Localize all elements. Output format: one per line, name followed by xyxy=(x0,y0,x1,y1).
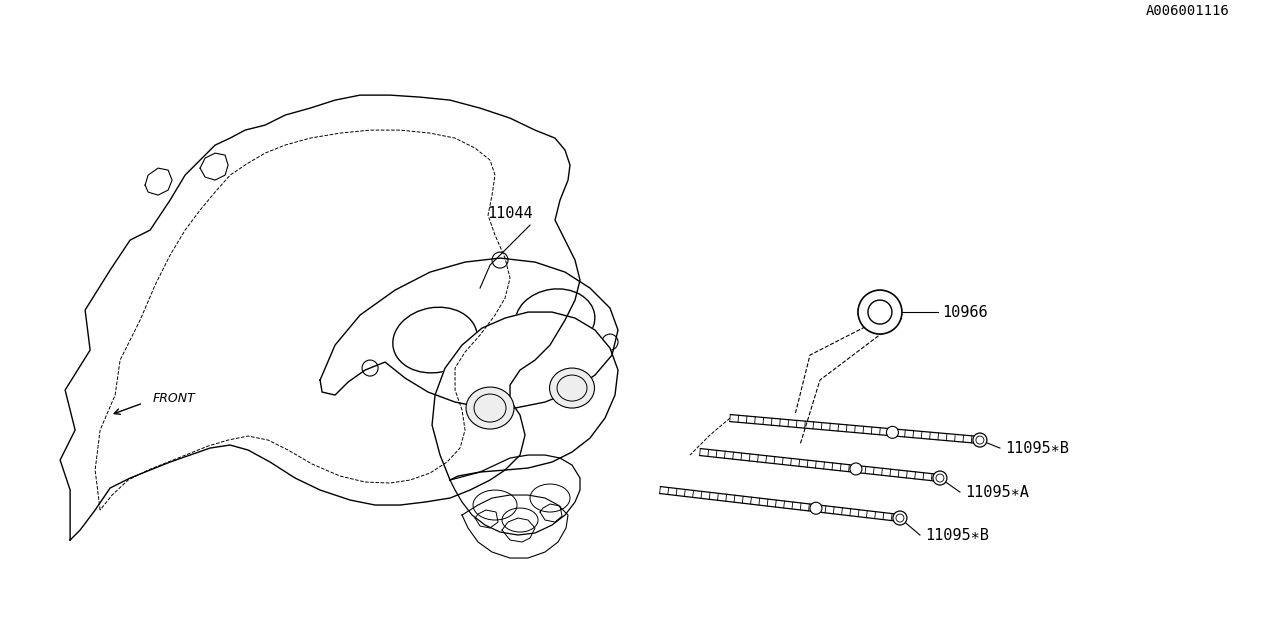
Circle shape xyxy=(973,433,987,447)
Circle shape xyxy=(893,511,908,525)
Circle shape xyxy=(850,463,861,475)
Polygon shape xyxy=(60,95,580,540)
Text: 11095∗A: 11095∗A xyxy=(965,484,1029,500)
Ellipse shape xyxy=(549,368,594,408)
Text: 11095∗B: 11095∗B xyxy=(1005,440,1069,456)
Text: FRONT: FRONT xyxy=(154,392,196,404)
Polygon shape xyxy=(433,312,618,480)
Circle shape xyxy=(887,426,899,438)
Text: 10966: 10966 xyxy=(942,305,988,319)
Ellipse shape xyxy=(466,387,515,429)
Polygon shape xyxy=(462,495,568,558)
Text: 11044: 11044 xyxy=(488,205,532,221)
Polygon shape xyxy=(320,258,618,408)
Circle shape xyxy=(810,502,822,514)
Circle shape xyxy=(933,471,947,485)
Circle shape xyxy=(858,290,902,334)
Text: A006001116: A006001116 xyxy=(1146,4,1230,18)
Text: 11095∗B: 11095∗B xyxy=(925,527,989,543)
Polygon shape xyxy=(451,455,580,535)
